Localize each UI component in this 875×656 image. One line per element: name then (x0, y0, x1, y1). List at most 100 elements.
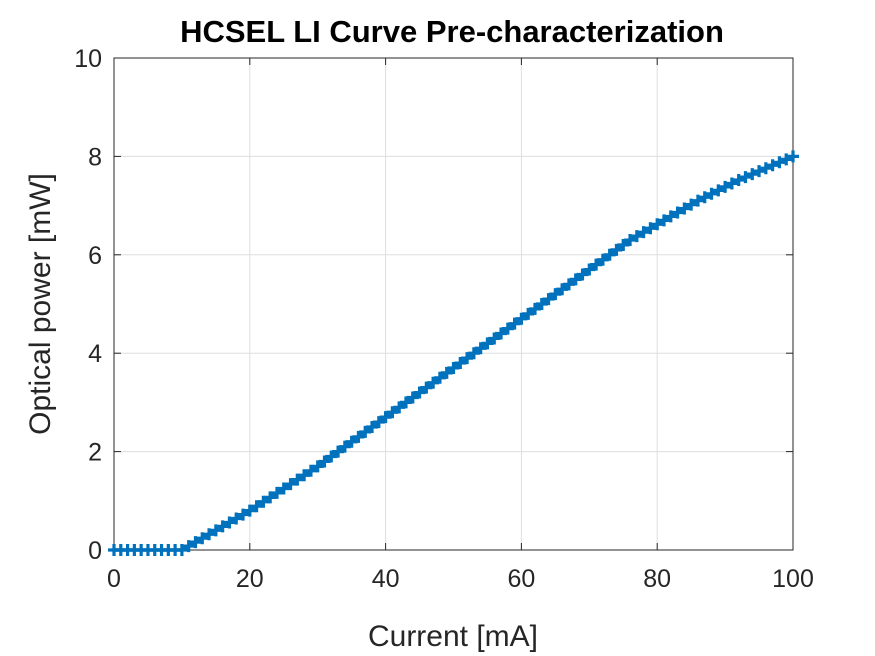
data-point (732, 174, 745, 187)
data-point (270, 486, 283, 499)
data-point (461, 352, 474, 365)
y-tick-label: 0 (88, 537, 102, 565)
data-point (685, 198, 698, 211)
data-point (291, 473, 304, 486)
x-tick-label: 60 (507, 565, 535, 593)
data-point (712, 184, 725, 197)
data-point (216, 520, 229, 533)
data-point (393, 401, 406, 414)
data-point (379, 411, 392, 424)
data-point (359, 425, 372, 438)
data-point (399, 396, 412, 409)
data-point (495, 327, 508, 340)
data-point (298, 469, 311, 482)
x-tick-label: 0 (107, 565, 121, 593)
data-point (413, 386, 426, 399)
data-point (318, 455, 331, 468)
data-point (671, 206, 684, 219)
data-point (556, 283, 569, 296)
data-point (488, 332, 501, 345)
data-point (617, 238, 630, 251)
data-point (644, 222, 657, 235)
data-point (223, 516, 236, 529)
data-point (725, 177, 738, 190)
data-point (433, 371, 446, 384)
data-point (250, 500, 263, 513)
data-point (596, 253, 609, 266)
data-point (447, 361, 460, 374)
data-point (325, 450, 338, 463)
data-point (773, 156, 786, 169)
data-point (406, 391, 419, 404)
data-point (440, 366, 453, 379)
data-point (678, 202, 691, 215)
data-point (691, 194, 704, 207)
data-point (264, 491, 277, 504)
data-point (576, 268, 589, 281)
x-tick-label: 40 (372, 565, 400, 593)
data-point (481, 337, 494, 350)
data-point (474, 342, 487, 355)
y-tick-label: 2 (88, 439, 102, 467)
data-point (766, 159, 779, 172)
data-point (664, 210, 677, 223)
data-point (583, 263, 596, 276)
data-point (257, 495, 270, 508)
x-tick-label: 100 (772, 565, 814, 593)
x-axis-label: Current [mA] (368, 620, 538, 653)
data-point (345, 435, 358, 448)
data-point (386, 406, 399, 419)
data-point (705, 187, 718, 200)
data-point (338, 440, 351, 453)
data-point (420, 381, 433, 394)
data-point (590, 258, 603, 271)
axis-ticks (113, 57, 794, 551)
data-point (467, 347, 480, 360)
data-point (780, 153, 793, 166)
data-point (522, 307, 535, 320)
x-tick-label: 20 (236, 565, 264, 593)
data-point (603, 248, 616, 261)
data-point (203, 528, 216, 541)
data-point (508, 317, 521, 330)
data-point (624, 234, 637, 247)
plot-area: 0 20 40 60 80 100 0 2 4 6 8 10 (74, 45, 814, 593)
data-point (630, 230, 643, 243)
data-point (311, 460, 324, 473)
data-point (549, 288, 562, 301)
axes-frame (113, 57, 794, 551)
data-point (528, 302, 541, 315)
data-point (352, 430, 365, 443)
tick-labels: 0 20 40 60 80 100 0 2 4 6 8 10 (74, 45, 814, 593)
x-tick-label: 80 (643, 565, 671, 593)
data-point (196, 532, 209, 545)
data-point (651, 218, 664, 231)
data-point (535, 298, 548, 310)
y-tick-label: 10 (74, 45, 102, 73)
data-point (746, 168, 759, 181)
series-layer (108, 150, 799, 556)
data-point (237, 508, 250, 521)
data-point (427, 376, 440, 389)
data-point (657, 214, 670, 227)
y-tick-label: 4 (88, 340, 102, 368)
data-point (637, 226, 650, 239)
data-point (719, 180, 732, 193)
data-point (332, 445, 345, 458)
data-point (759, 162, 772, 175)
data-point (542, 293, 555, 306)
data-point (209, 524, 222, 537)
data-point (366, 421, 379, 433)
data-point (304, 464, 317, 477)
data-point (284, 478, 297, 491)
data-point (454, 357, 467, 370)
data-point (230, 512, 243, 525)
data-point (698, 191, 711, 204)
data-point (372, 416, 385, 429)
data-point (562, 278, 575, 291)
data-point (189, 536, 202, 549)
y-tick-label: 8 (88, 143, 102, 171)
data-point (243, 504, 256, 517)
data-point (175, 544, 188, 556)
